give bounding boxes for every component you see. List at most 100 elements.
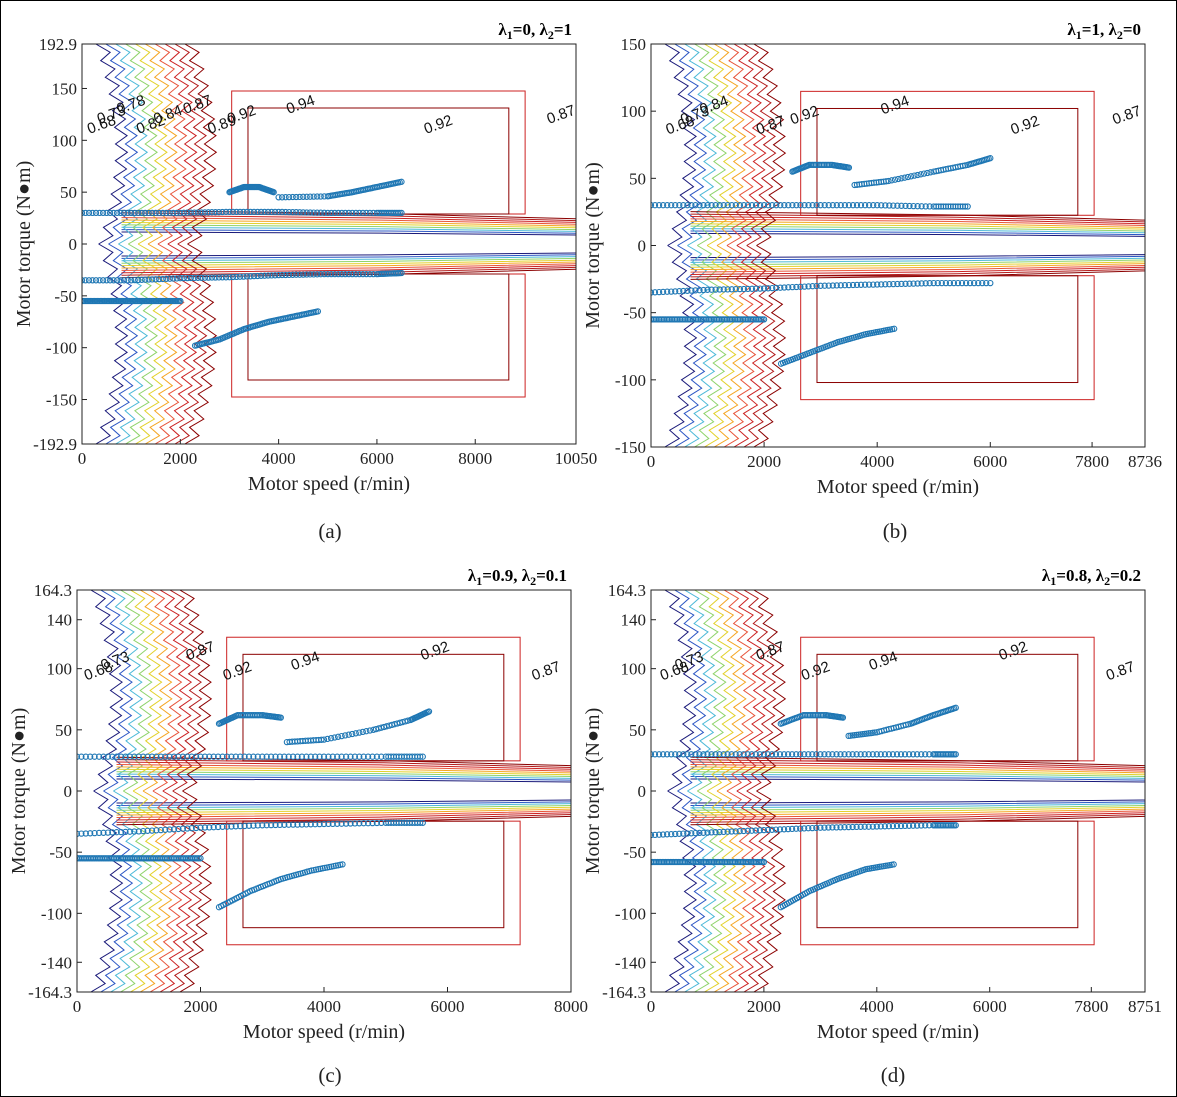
y-axis-label: Motor torque (N●m) xyxy=(13,161,35,328)
contour-line-upper xyxy=(694,44,727,246)
scatter-point xyxy=(942,279,950,287)
scatter-point xyxy=(837,282,844,289)
scatter-point xyxy=(219,823,226,830)
scatter-point xyxy=(331,270,338,278)
scatter-point xyxy=(744,285,752,293)
y-tick-label: -140 xyxy=(615,953,646,972)
scatter-point xyxy=(212,209,219,216)
scatter-point xyxy=(197,753,204,760)
scatter-point xyxy=(905,751,913,758)
caption-c: (c) xyxy=(318,1063,341,1087)
scatter-point xyxy=(886,202,893,209)
y-tick-label: 164.3 xyxy=(608,581,646,600)
scatter-point xyxy=(865,751,872,758)
scatter-point xyxy=(911,172,918,179)
scatter-point xyxy=(318,736,325,743)
contour-label: 0.94 xyxy=(867,648,900,674)
scatter-point xyxy=(769,202,776,209)
scatter-point xyxy=(214,823,222,831)
scatter-point xyxy=(356,270,363,278)
scatter-point xyxy=(865,202,873,209)
contour-line-band xyxy=(690,799,1145,804)
scatter-point xyxy=(922,280,929,287)
scatter-point xyxy=(809,824,816,832)
scatter-point xyxy=(113,829,120,836)
scatter-point xyxy=(201,824,209,831)
scatter-point xyxy=(100,753,107,760)
scatter-point xyxy=(904,173,912,181)
scatter-point xyxy=(206,824,213,831)
contour-line-band xyxy=(690,778,1145,783)
scatter-point xyxy=(696,202,703,209)
scatter-point xyxy=(191,209,198,216)
scatter-point xyxy=(310,209,317,216)
caption-a: (a) xyxy=(318,519,341,543)
scatter-point xyxy=(914,203,921,210)
scatter-point xyxy=(282,208,289,216)
scatter-point xyxy=(841,202,849,209)
scatter-point xyxy=(223,753,231,760)
scatter-point xyxy=(825,282,832,289)
y-tick-label: 150 xyxy=(52,79,78,98)
scatter-point xyxy=(338,753,345,760)
scatter-point xyxy=(853,823,860,831)
x-tick-label: 6000 xyxy=(360,449,394,468)
scatter-point xyxy=(901,751,909,758)
scatter-point xyxy=(748,202,756,209)
scatter-point xyxy=(87,753,94,760)
x-axis-label: Motor speed (r/min) xyxy=(817,476,979,498)
panel-d: 0.680.73 0.870.92 0.94 0.920.870 2000 4000 600… xyxy=(582,566,1162,1043)
contour-line-upper xyxy=(674,44,708,246)
scatter-point xyxy=(704,286,711,293)
scatter-point xyxy=(684,287,691,294)
scatter-point xyxy=(724,828,731,835)
scatter-point xyxy=(913,822,921,829)
scatter-point xyxy=(760,316,768,323)
contour-line-lower xyxy=(753,245,787,447)
scatter-series-5 xyxy=(215,861,346,911)
panel-a-contours: 0.680.730.780.820.840.870.890.92 0.940.92… xyxy=(85,44,576,444)
scatter-point xyxy=(728,286,735,293)
scatter-point xyxy=(162,826,169,833)
scatter-point xyxy=(250,822,257,829)
contour-line-lower xyxy=(169,790,203,992)
scatter-point xyxy=(303,209,310,216)
contour-line-band xyxy=(121,219,576,227)
scatter-point xyxy=(149,276,156,283)
scatter-point xyxy=(909,822,917,829)
scatter-point xyxy=(99,209,107,217)
scatter-point xyxy=(243,273,251,280)
scatter-point xyxy=(684,830,691,837)
contour-line-upper xyxy=(713,44,747,246)
contour-line-lower xyxy=(674,790,708,992)
scatter-series-1 xyxy=(77,753,426,760)
scatter-point xyxy=(922,822,929,829)
scatter-point xyxy=(351,820,359,827)
scatter-point xyxy=(829,282,836,289)
contour-line-band xyxy=(690,261,1145,268)
scatter-point xyxy=(417,753,424,760)
scatter-point xyxy=(124,277,131,284)
scatter-point xyxy=(417,819,424,826)
scatter-point xyxy=(303,271,310,278)
scatter-point xyxy=(124,209,131,217)
scatter-point xyxy=(188,825,195,832)
scatter-point xyxy=(184,274,191,282)
scatter-point xyxy=(219,208,226,216)
y-tick-label: -50 xyxy=(54,287,77,306)
scatter-point xyxy=(813,751,820,758)
scatter-point xyxy=(805,283,812,290)
contour-line-upper xyxy=(674,590,708,792)
scatter-point xyxy=(651,289,659,296)
scatter-point xyxy=(877,751,884,758)
scatter-point xyxy=(325,753,332,760)
scatter-point xyxy=(205,209,212,216)
scatter-point xyxy=(891,325,898,332)
scatter-series-3 xyxy=(283,708,433,746)
scatter-point xyxy=(651,202,659,209)
scatter-point xyxy=(78,830,85,837)
scatter-point xyxy=(351,753,359,760)
scatter-point xyxy=(655,751,663,758)
scatter-point xyxy=(841,824,848,831)
contour-line-lower xyxy=(144,243,178,444)
